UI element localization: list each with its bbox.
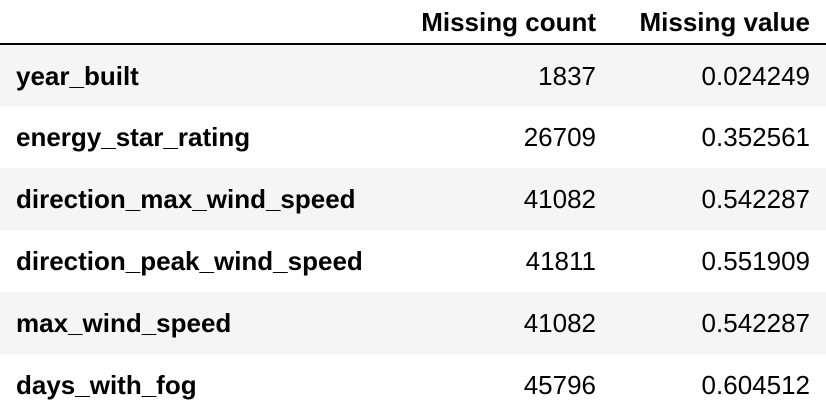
table-row: max_wind_speed 41082 0.542287 xyxy=(0,292,826,354)
missing-value-cell: 0.542287 xyxy=(701,184,810,214)
table-row: energy_star_rating 26709 0.352561 xyxy=(0,106,826,168)
missing-count-cell: 41082 xyxy=(523,184,596,214)
missing-count-cell: 41082 xyxy=(523,308,596,338)
missing-value-cell: 0.542287 xyxy=(701,308,810,338)
missing-value-cell: 0.352561 xyxy=(701,122,810,152)
row-index-label: energy_star_rating xyxy=(16,122,251,152)
row-index-label: max_wind_speed xyxy=(16,308,232,338)
column-header-missing-count: Missing count xyxy=(398,0,612,45)
table-row: direction_max_wind_speed 41082 0.542287 xyxy=(0,168,826,230)
table-row: direction_peak_wind_speed 41811 0.551909 xyxy=(0,230,826,292)
table-row: year_built 1837 0.024249 xyxy=(0,44,826,106)
missing-count-cell: 45796 xyxy=(523,370,596,400)
missing-count-cell: 1837 xyxy=(538,60,596,91)
missing-count-cell: 26709 xyxy=(523,122,596,152)
row-index-label: year_built xyxy=(16,60,139,91)
row-index-label: direction_max_wind_speed xyxy=(16,184,356,214)
column-header-missing-value: Missing value xyxy=(612,0,826,45)
row-index-label: direction_peak_wind_speed xyxy=(16,246,363,276)
header-row: Missing count Missing value xyxy=(0,0,826,45)
missing-count-cell: 41811 xyxy=(525,246,596,276)
missing-value-cell: 0.604512 xyxy=(701,370,810,400)
index-header xyxy=(0,0,398,45)
table-body: year_built 1837 0.024249 energy_star_rat… xyxy=(0,44,826,416)
table-header: Missing count Missing value xyxy=(0,0,826,45)
row-index-label: days_with_fog xyxy=(16,370,197,400)
missing-value-cell: 0.024249 xyxy=(701,60,810,91)
missing-value-cell: 0.551909 xyxy=(701,246,810,276)
dataframe-output: Missing count Missing value year_built 1… xyxy=(0,0,826,400)
table-row: days_with_fog 45796 0.604512 xyxy=(0,354,826,416)
